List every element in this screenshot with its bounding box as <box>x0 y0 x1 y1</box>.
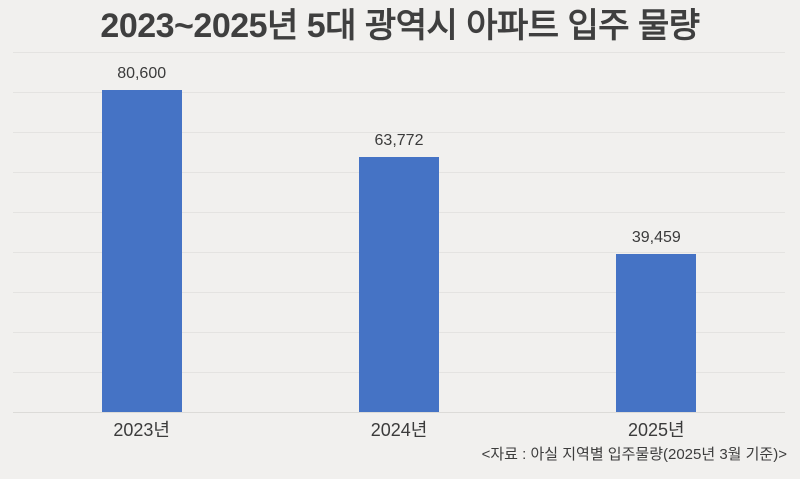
bar-group-2: 63,772 2024년 <box>359 52 439 440</box>
gridline <box>13 132 785 133</box>
bar <box>616 254 697 412</box>
bar <box>101 89 182 412</box>
bar <box>359 156 439 412</box>
x-axis-line <box>13 412 785 413</box>
bar-value-label: 80,600 <box>117 64 167 82</box>
chart-title: 2023~2025년 5대 광역시 아파트 입주 물량 <box>100 7 700 45</box>
bar-value-label: 39,459 <box>631 229 681 247</box>
x-axis-label: 2023년 <box>113 420 170 440</box>
bar-group-1: 80,600 2023년 <box>101 52 182 440</box>
plot-area: 80,600 2023년 63,772 2024년 39,459 2025년 <box>13 52 785 440</box>
gridline <box>13 52 785 53</box>
source-note: <자료 : 아실 지역별 입주물량(2025년 3월 기준)> <box>481 446 787 463</box>
bar-value-label: 63,772 <box>374 131 424 149</box>
gridline <box>13 92 785 93</box>
bar-group-3: 39,459 2025년 <box>616 52 697 440</box>
x-axis-label: 2025년 <box>628 420 685 440</box>
x-axis-label: 2024년 <box>370 420 428 440</box>
